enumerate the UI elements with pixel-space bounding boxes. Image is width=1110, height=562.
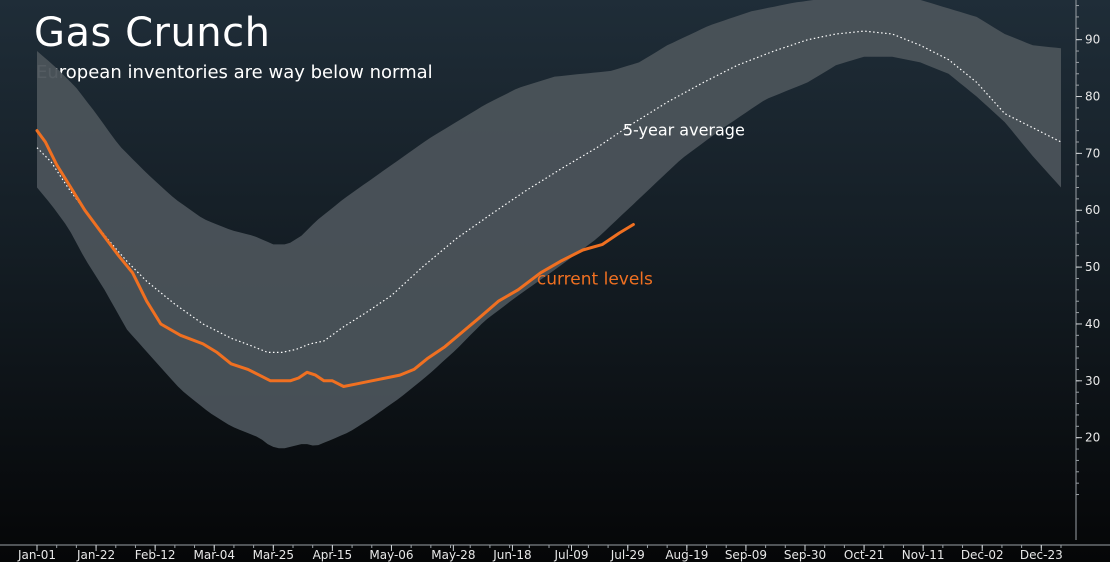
five-year-range-band	[37, 0, 1061, 449]
x-tick-label: Apr-15	[313, 548, 353, 562]
y-tick-label: 80	[1085, 90, 1100, 104]
annotation-layer: 5-year average current levels	[537, 121, 745, 290]
x-tick-label: Dec-02	[961, 548, 1004, 562]
five-year-average-label: 5-year average	[623, 121, 745, 140]
y-tick-label: 60	[1085, 203, 1100, 217]
x-tick-label: Feb-12	[135, 548, 176, 562]
x-tick-label: Jan-01	[17, 548, 56, 562]
x-tick-label: Jul-29	[610, 548, 645, 562]
chart-title: Gas Crunch	[34, 10, 271, 56]
x-tick-label: Aug-19	[665, 548, 708, 562]
range-band-layer	[37, 0, 1061, 449]
x-tick-label: Nov-11	[902, 548, 945, 562]
chart-subtitle: European inventories are way below norma…	[36, 62, 433, 83]
current-levels-label: current levels	[537, 269, 653, 289]
x-tick-label: Mar-04	[193, 548, 234, 562]
x-tick-label: Dec-23	[1020, 548, 1063, 562]
x-tick-label: Jul-09	[553, 548, 588, 562]
y-tick-label: 90	[1085, 33, 1100, 47]
series-line-layer	[35, 30, 1062, 388]
x-tick-label: Mar-25	[253, 548, 294, 562]
y-tick-label: 30	[1085, 374, 1100, 388]
x-tick-label: Sep-30	[784, 548, 826, 562]
y-tick-label: 20	[1085, 431, 1100, 445]
x-tick-label: Oct-21	[844, 548, 884, 562]
x-tick-label: May-28	[431, 548, 475, 562]
x-tick-label: Sep-09	[725, 548, 767, 562]
five-year-average-line	[36, 30, 1062, 353]
x-tick-label: May-06	[369, 548, 413, 562]
x-tick-label: Jan-22	[76, 548, 115, 562]
x-tick-label: Jun-18	[492, 548, 531, 562]
y-tick-label: 40	[1085, 317, 1100, 331]
y-tick-label: 50	[1085, 260, 1100, 274]
current-levels-line	[35, 129, 635, 388]
y-tick-label: 70	[1085, 146, 1100, 160]
